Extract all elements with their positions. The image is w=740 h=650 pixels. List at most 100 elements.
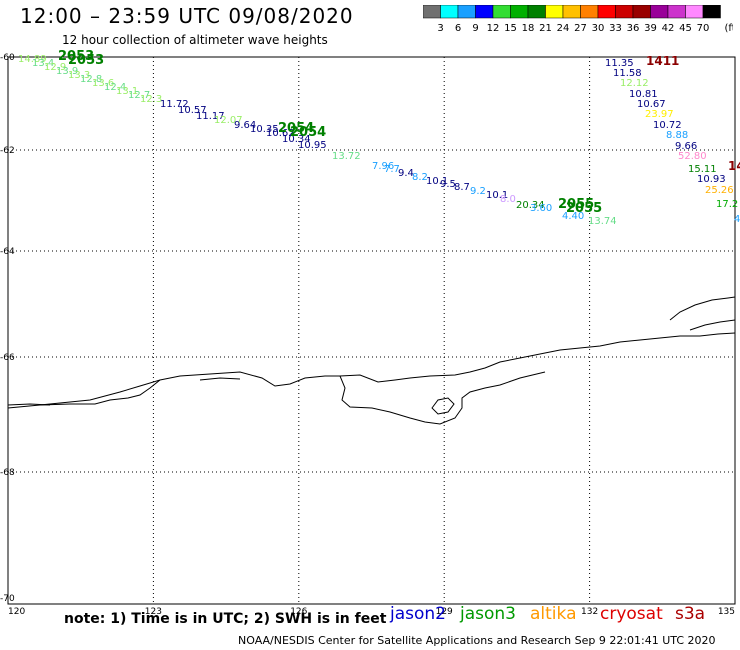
track-central: 7.96 7.7 9.4 8.2 10.1 9.5 8.7 9.2 10.1 8… [372, 161, 617, 227]
annotation: 13.72 [332, 151, 361, 162]
colorbar-unit: (ft) [725, 23, 734, 34]
colorbar-label: 21 [539, 23, 552, 34]
tick-labels: 120 123 126 129 132 135 -60 -62 -64 -66 -68 -70 [0, 53, 735, 617]
colorbar-label: 70 [697, 23, 710, 34]
annotation: 10.93 [697, 174, 726, 185]
colorbar-label: 9 [472, 23, 478, 34]
coastline-islands [7, 377, 241, 406]
track-label: 4 [734, 214, 740, 225]
annotation: 2055 [558, 197, 594, 212]
track-label: 12.3 [140, 94, 162, 105]
legend-cryosat: cryosat [600, 604, 663, 624]
colorbar-label: 39 [644, 23, 657, 34]
track-label: 10.62 [266, 128, 295, 139]
track-label: 8.2 [412, 172, 428, 183]
annotation: 14 [728, 159, 740, 173]
lon-tick-label: 129 [436, 607, 453, 617]
track-label: 9.5 [440, 179, 456, 190]
track-label: 3.60 [530, 203, 552, 214]
legend-jason2: jason2 [390, 604, 446, 624]
colorbar-label: 36 [627, 23, 640, 34]
annotation: 2053 [58, 49, 94, 64]
track-label: 13.6 [92, 78, 114, 89]
colorbar-label: 33 [609, 23, 622, 34]
annotation: 25.26 [705, 185, 734, 196]
track-label: 9.2 [470, 186, 486, 197]
annotation: 11.17 [196, 111, 225, 122]
track-label: 12.4 [104, 82, 126, 93]
track-label: 10.1 [426, 176, 448, 187]
annotation: 17.2 [716, 199, 738, 210]
annotation: 8.88 [666, 130, 688, 141]
track-label: 13.1 [116, 86, 138, 97]
colorbar-label: 30 [592, 23, 605, 34]
lat-tick-label: -60 [0, 53, 15, 63]
colorbar-swatch [702, 5, 721, 19]
annotation: 10.81 [629, 89, 658, 100]
page-subtitle: 12 hour collection of altimeter wave hei… [62, 33, 328, 47]
lon-tick-label: 120 [8, 607, 25, 617]
colorbar-label: 27 [574, 23, 587, 34]
track-label: 13.4 [32, 58, 54, 69]
colorbar-label: 3 [437, 23, 443, 34]
annotation: 20.34 [516, 200, 545, 211]
track-label: 14.89 [18, 54, 47, 65]
track-label: 12.7 [128, 90, 150, 101]
coastline-south-east [339, 371, 546, 425]
track-label: 10.35 [250, 124, 279, 135]
annotation: 15.11 [688, 164, 717, 175]
annotation: 10.67 [637, 99, 666, 110]
colorbar-label: 42 [662, 23, 675, 34]
colorbar-label: 45 [679, 23, 692, 34]
lat-tick-label: -64 [0, 247, 15, 257]
track-label: 8.7 [454, 182, 470, 193]
track-label: 9.4 [398, 168, 414, 179]
track-east: 11.35 1411 11.58 12.12 10.81 10.67 23.97… [605, 54, 740, 225]
lat-tick-label: -70 [0, 594, 15, 604]
colorbar-label: 6 [455, 23, 461, 34]
colorbar-label: 12 [487, 23, 500, 34]
lon-tick-label: 123 [145, 607, 162, 617]
track-label: 8.0 [500, 194, 516, 205]
track-northwest: 14.89 13.4 12.9 13.9 13.3 12.8 13.6 12.4… [18, 49, 361, 162]
track-label: 12.9 [44, 62, 66, 73]
lon-tick-label: 132 [581, 607, 598, 617]
annotation: 13.74 [588, 216, 617, 227]
lat-tick-label: -66 [0, 353, 15, 363]
legend-jason3: jason3 [460, 604, 516, 624]
colorbar-label: 18 [522, 23, 535, 34]
annotation: 9.66 [675, 141, 697, 152]
track-label: 7.7 [384, 164, 400, 175]
coastline [7, 332, 736, 409]
track-label: 10.95 [298, 140, 327, 151]
page-title: 12:00 – 23:59 UTC 09/08/2020 [20, 4, 354, 28]
track-label: 13.9 [56, 66, 78, 77]
annotation: 2055 [566, 201, 602, 216]
coastline-promontory [669, 296, 736, 331]
track-label: 13.3 [68, 70, 90, 81]
annotation: 10.72 [653, 120, 682, 131]
track-label: 12.07 [214, 115, 243, 126]
annotation: 2054 [278, 121, 314, 136]
annotation: 11.72 [160, 99, 189, 110]
credit-line: NOAA/NESDIS Center for Satellite Applica… [238, 634, 716, 647]
footnote: note: 1) Time is in UTC; 2) SWH is in fe… [64, 611, 387, 627]
coastline-bay [39, 379, 161, 406]
annotation: 2053 [68, 53, 104, 68]
annotation: 10.57 [178, 105, 207, 116]
legend-altika: altika [530, 604, 577, 624]
legend-s3a: s3a [675, 604, 706, 624]
track-label: 12.8 [80, 74, 102, 85]
colorbar-label: 24 [557, 23, 570, 34]
graticule [8, 57, 735, 604]
coastline-inlet [431, 397, 455, 415]
annotation: 11.35 [605, 58, 634, 69]
lon-tick-label: 135 [718, 607, 735, 617]
annotation: 52.80 [678, 151, 707, 162]
annotation: 11.58 [613, 68, 642, 79]
lat-tick-label: -62 [0, 146, 15, 156]
annotation: 12.12 [620, 78, 649, 89]
lat-tick-label: -68 [0, 468, 15, 478]
